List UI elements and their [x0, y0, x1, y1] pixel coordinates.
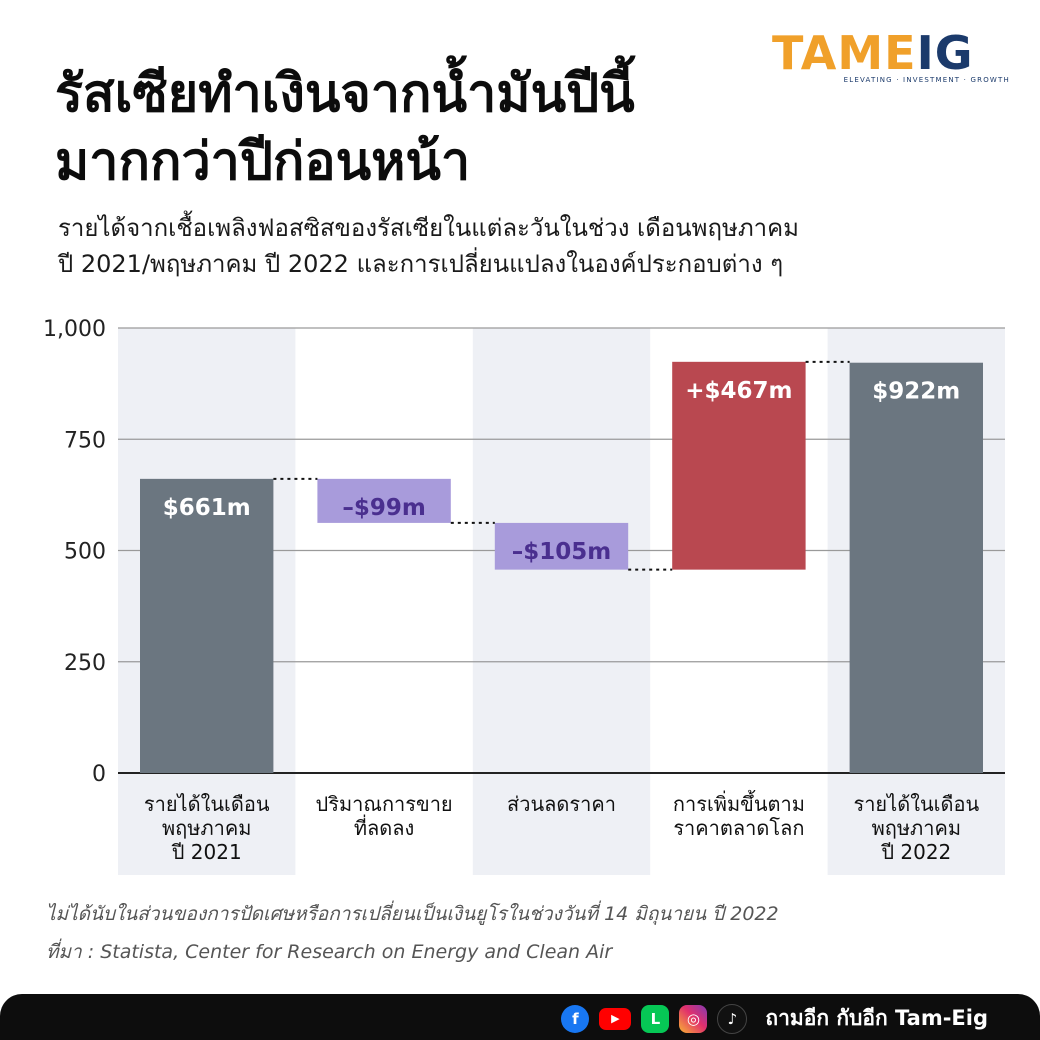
bar-value-label: $922m	[872, 379, 960, 405]
bar-value-label: +$467m	[685, 378, 792, 404]
logo-text-orange: TAME	[772, 26, 917, 80]
column-band	[472, 328, 651, 875]
category-label: รายได้ในเดือนพฤษภาคมปี 2021	[144, 792, 270, 864]
bar-value-label: $661m	[163, 495, 251, 521]
tiktok-icon[interactable]: ♪	[717, 1003, 748, 1034]
source-note: ที่มา : Statista, Center for Research on…	[46, 941, 613, 963]
bar-value-label: –$99m	[342, 495, 425, 521]
chart-notes: ไม่ได้นับในส่วนของการปัดเศษหรือการเปลี่ย…	[46, 895, 779, 971]
channel-name: ถามอีก กับอีก Tam-Eig	[765, 1006, 988, 1030]
subtitle-line-2: ปี 2021/พฤษภาคม ปี 2022 และการเปลี่ยนแปล…	[58, 250, 784, 278]
category-label-line: พฤษภาคม	[162, 816, 251, 840]
category-label-line: รายได้ในเดือน	[144, 792, 270, 816]
category-label-line: ราคาตลาดโลก	[673, 816, 804, 840]
bar-value-label: –$105m	[512, 539, 611, 565]
bar-1	[140, 478, 274, 773]
category-label-line: ปริมาณการขาย	[316, 792, 453, 816]
line-icon[interactable]: L	[641, 1004, 670, 1033]
waterfall-chart: 0 250 500 750 1,000 $661m –$99m –$105m +$467m $92…	[43, 317, 1005, 875]
y-tick-label: 750	[64, 428, 106, 453]
category-label-line: รายได้ในเดือน	[853, 792, 979, 816]
logo-tagline: ELEVATING · INVESTMENT · GROWTH	[843, 76, 1010, 84]
category-label: ส่วนลดราคา	[507, 792, 616, 816]
category-label-line: การเพิ่มขึ้นตาม	[673, 790, 805, 816]
facebook-icon[interactable]: f	[561, 1004, 590, 1033]
social-links: f ▶ L ◎ ♪ ถามอีก กับอีก Tam-Eig	[561, 1002, 988, 1035]
bar-3	[494, 522, 629, 570]
title-line-2: มากกว่าปีก่อนหน้า	[55, 132, 471, 192]
brand-logo: TAMEIG ELEVATING · INVESTMENT · GROWTH	[772, 28, 1012, 88]
category-label-line: ที่ลดลง	[354, 814, 414, 840]
logo-text: TAMEIG	[772, 28, 1012, 78]
category-label-line: พฤษภาคม	[872, 816, 961, 840]
category-label: รายได้ในเดือนพฤษภาคมปี 2022	[853, 792, 979, 864]
footnote: ไม่ได้นับในส่วนของการปัดเศษหรือการเปลี่ย…	[46, 903, 779, 925]
y-tick-label: 250	[64, 651, 106, 676]
category-label: การเพิ่มขึ้นตามราคาตลาดโลก	[673, 790, 805, 840]
logo-text-navy: IG	[916, 26, 974, 80]
bar-4	[672, 361, 806, 570]
subtitle-line-1: รายได้จากเชื้อเพลิงฟอสซิสของรัสเซียในแต่…	[58, 214, 799, 242]
category-label-line: ปี 2022	[881, 840, 951, 864]
y-tick-label: 0	[92, 762, 106, 787]
y-tick-label: 1,000	[43, 317, 106, 342]
category-label-line: ส่วนลดราคา	[507, 792, 616, 816]
page-title: รัสเซียทำเงินจากน้ำมันปีนี้ มากกว่าปีก่อ…	[55, 60, 635, 196]
footer-bar: f ▶ L ◎ ♪ ถามอีก กับอีก Tam-Eig	[0, 994, 1040, 1040]
instagram-icon[interactable]: ◎	[679, 1004, 708, 1033]
category-label: ปริมาณการขายที่ลดลง	[316, 792, 453, 840]
bar-2	[317, 478, 451, 523]
youtube-icon[interactable]: ▶	[599, 1007, 632, 1030]
category-label-line: ปี 2021	[171, 840, 241, 864]
title-line-1: รัสเซียทำเงินจากน้ำมันปีนี้	[55, 64, 635, 124]
chart-subtitle: รายได้จากเชื้อเพลิงฟอสซิสของรัสเซียในแต่…	[58, 210, 799, 282]
bar-5	[849, 362, 983, 773]
y-tick-label: 500	[64, 540, 106, 565]
